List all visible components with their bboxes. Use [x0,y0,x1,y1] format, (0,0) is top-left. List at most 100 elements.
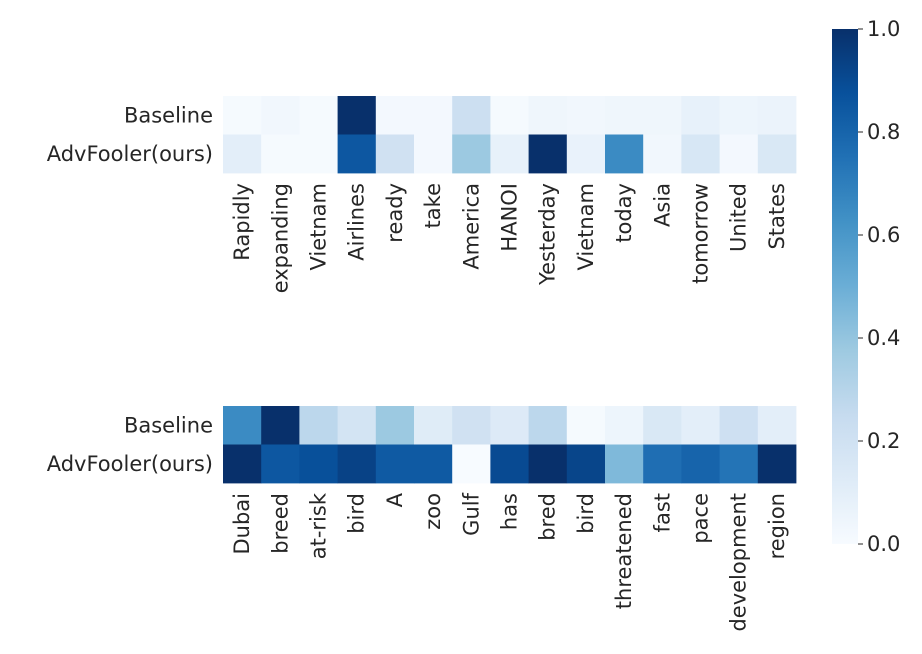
colorbar-ticks: 0.0 0.2 0.4 0.6 0.8 1.0 [858,17,900,556]
colorbar-tick-label: 0.0 [867,532,900,556]
colorbar-tick-label: 1.0 [867,17,900,41]
heatmap-cell [261,134,300,174]
heatmap-cell [375,134,415,174]
heatmap-cell [605,406,644,445]
column-label: breed [268,493,292,554]
column-label: tomorrow [689,183,713,284]
heatmap-cell [757,134,797,174]
heatmap-cell [337,96,377,135]
heatmap-cell [681,444,720,484]
colorbar: 0.0 0.2 0.4 0.6 0.8 1.0 [832,17,900,556]
heatmap-cell [452,406,491,445]
heatmap-cell [528,444,568,484]
heatmaps: Baseline AdvFooler(ours) Rapidly expanding V… [47,96,797,632]
column-label: fast [650,493,674,532]
colorbar-tick-label: 0.8 [867,120,900,144]
heatmap-cell [375,406,415,445]
column-label: HANOI [498,183,522,252]
column-label: today [612,183,636,243]
heatmap-cell [719,406,759,445]
column-label: ready [383,183,407,243]
column-label: Gulf [459,492,483,535]
column-label: bred [536,493,560,541]
column-label: pace [689,493,713,544]
column-label: threatened [612,493,636,609]
column-label: take [421,183,445,228]
column-label: has [498,493,522,530]
heatmap-cell [337,406,377,445]
heatmap-cell [223,134,262,174]
heatmap-cell [223,444,262,484]
heatmap-cell [375,96,415,135]
heatmap-cell [681,406,720,445]
column-label: at-risk [307,492,331,559]
column-label: Dubai [230,493,254,555]
heatmap-1: Baseline AdvFooler(ours) Rapidly expanding V… [47,96,797,293]
heatmap-cell [528,134,568,174]
heatmap-cell [337,444,377,484]
heatmap-cell [375,444,415,484]
heatmap-cell [719,134,759,174]
row-label: Baseline [124,103,213,127]
colorbar-gradient [832,29,858,544]
column-label: Vietnam [574,183,598,271]
heatmap-cell [299,444,338,484]
heatmap-cell [490,444,529,484]
heatmap-cell [452,444,491,484]
column-label: bird [345,493,369,534]
heatmap-2: Baseline AdvFooler(ours) Dubai breed at-risk… [47,406,797,632]
column-label: Vietnam [307,183,331,271]
heatmap-cell [223,406,262,445]
column-label: zoo [421,493,445,530]
heatmap-cell [643,96,682,135]
column-label: region [765,493,789,559]
heatmap-cell [414,134,453,174]
column-label: Yesterday [536,183,560,286]
heatmap-cell [528,406,568,445]
column-label: United [727,183,751,252]
heatmap-cell [643,406,682,445]
heatmap-cell [681,96,720,135]
column-label: bird [574,493,598,534]
heatmap-cell [681,134,720,174]
heatmap-cell [452,134,491,174]
row-label: AdvFooler(ours) [47,142,213,166]
heatmap-cell [414,406,453,445]
heatmap-cell [490,134,529,174]
row-label: AdvFooler(ours) [47,452,213,476]
heatmap-cell [261,406,300,445]
heatmap-cell [566,96,606,135]
heatmap-cell [223,96,262,135]
column-label: Rapidly [230,183,254,261]
column-label: expanding [268,183,292,293]
heatmap-cell [719,444,759,484]
heatmap-cell [605,444,644,484]
heatmap-cell [643,444,682,484]
colorbar-tick-label: 0.6 [867,223,900,247]
column-label: development [727,493,751,632]
heatmap-cell [757,96,797,135]
heatmap-cell [605,96,644,135]
row-label: Baseline [124,413,213,437]
heatmap-cell [643,134,682,174]
heatmap-cell [719,96,759,135]
heatmap-cell [337,134,377,174]
heatmap-cell [299,134,338,174]
column-label: States [765,183,789,250]
heatmap-cell [566,406,606,445]
heatmap-cell [261,96,300,135]
heatmap-cell [452,96,491,135]
heatmap-cell [566,134,606,174]
heatmap-cell [605,134,644,174]
heatmap-cell [299,406,338,445]
heatmap-cell [528,96,568,135]
column-label: A [383,492,407,507]
heatmap-cell [757,406,797,445]
heatmap-cell [414,444,453,484]
heatmap-cell [490,96,529,135]
heatmap-cell [490,406,529,445]
column-label: Airlines [345,183,369,261]
heatmap-cell [261,444,300,484]
heatmap-cell [566,444,606,484]
